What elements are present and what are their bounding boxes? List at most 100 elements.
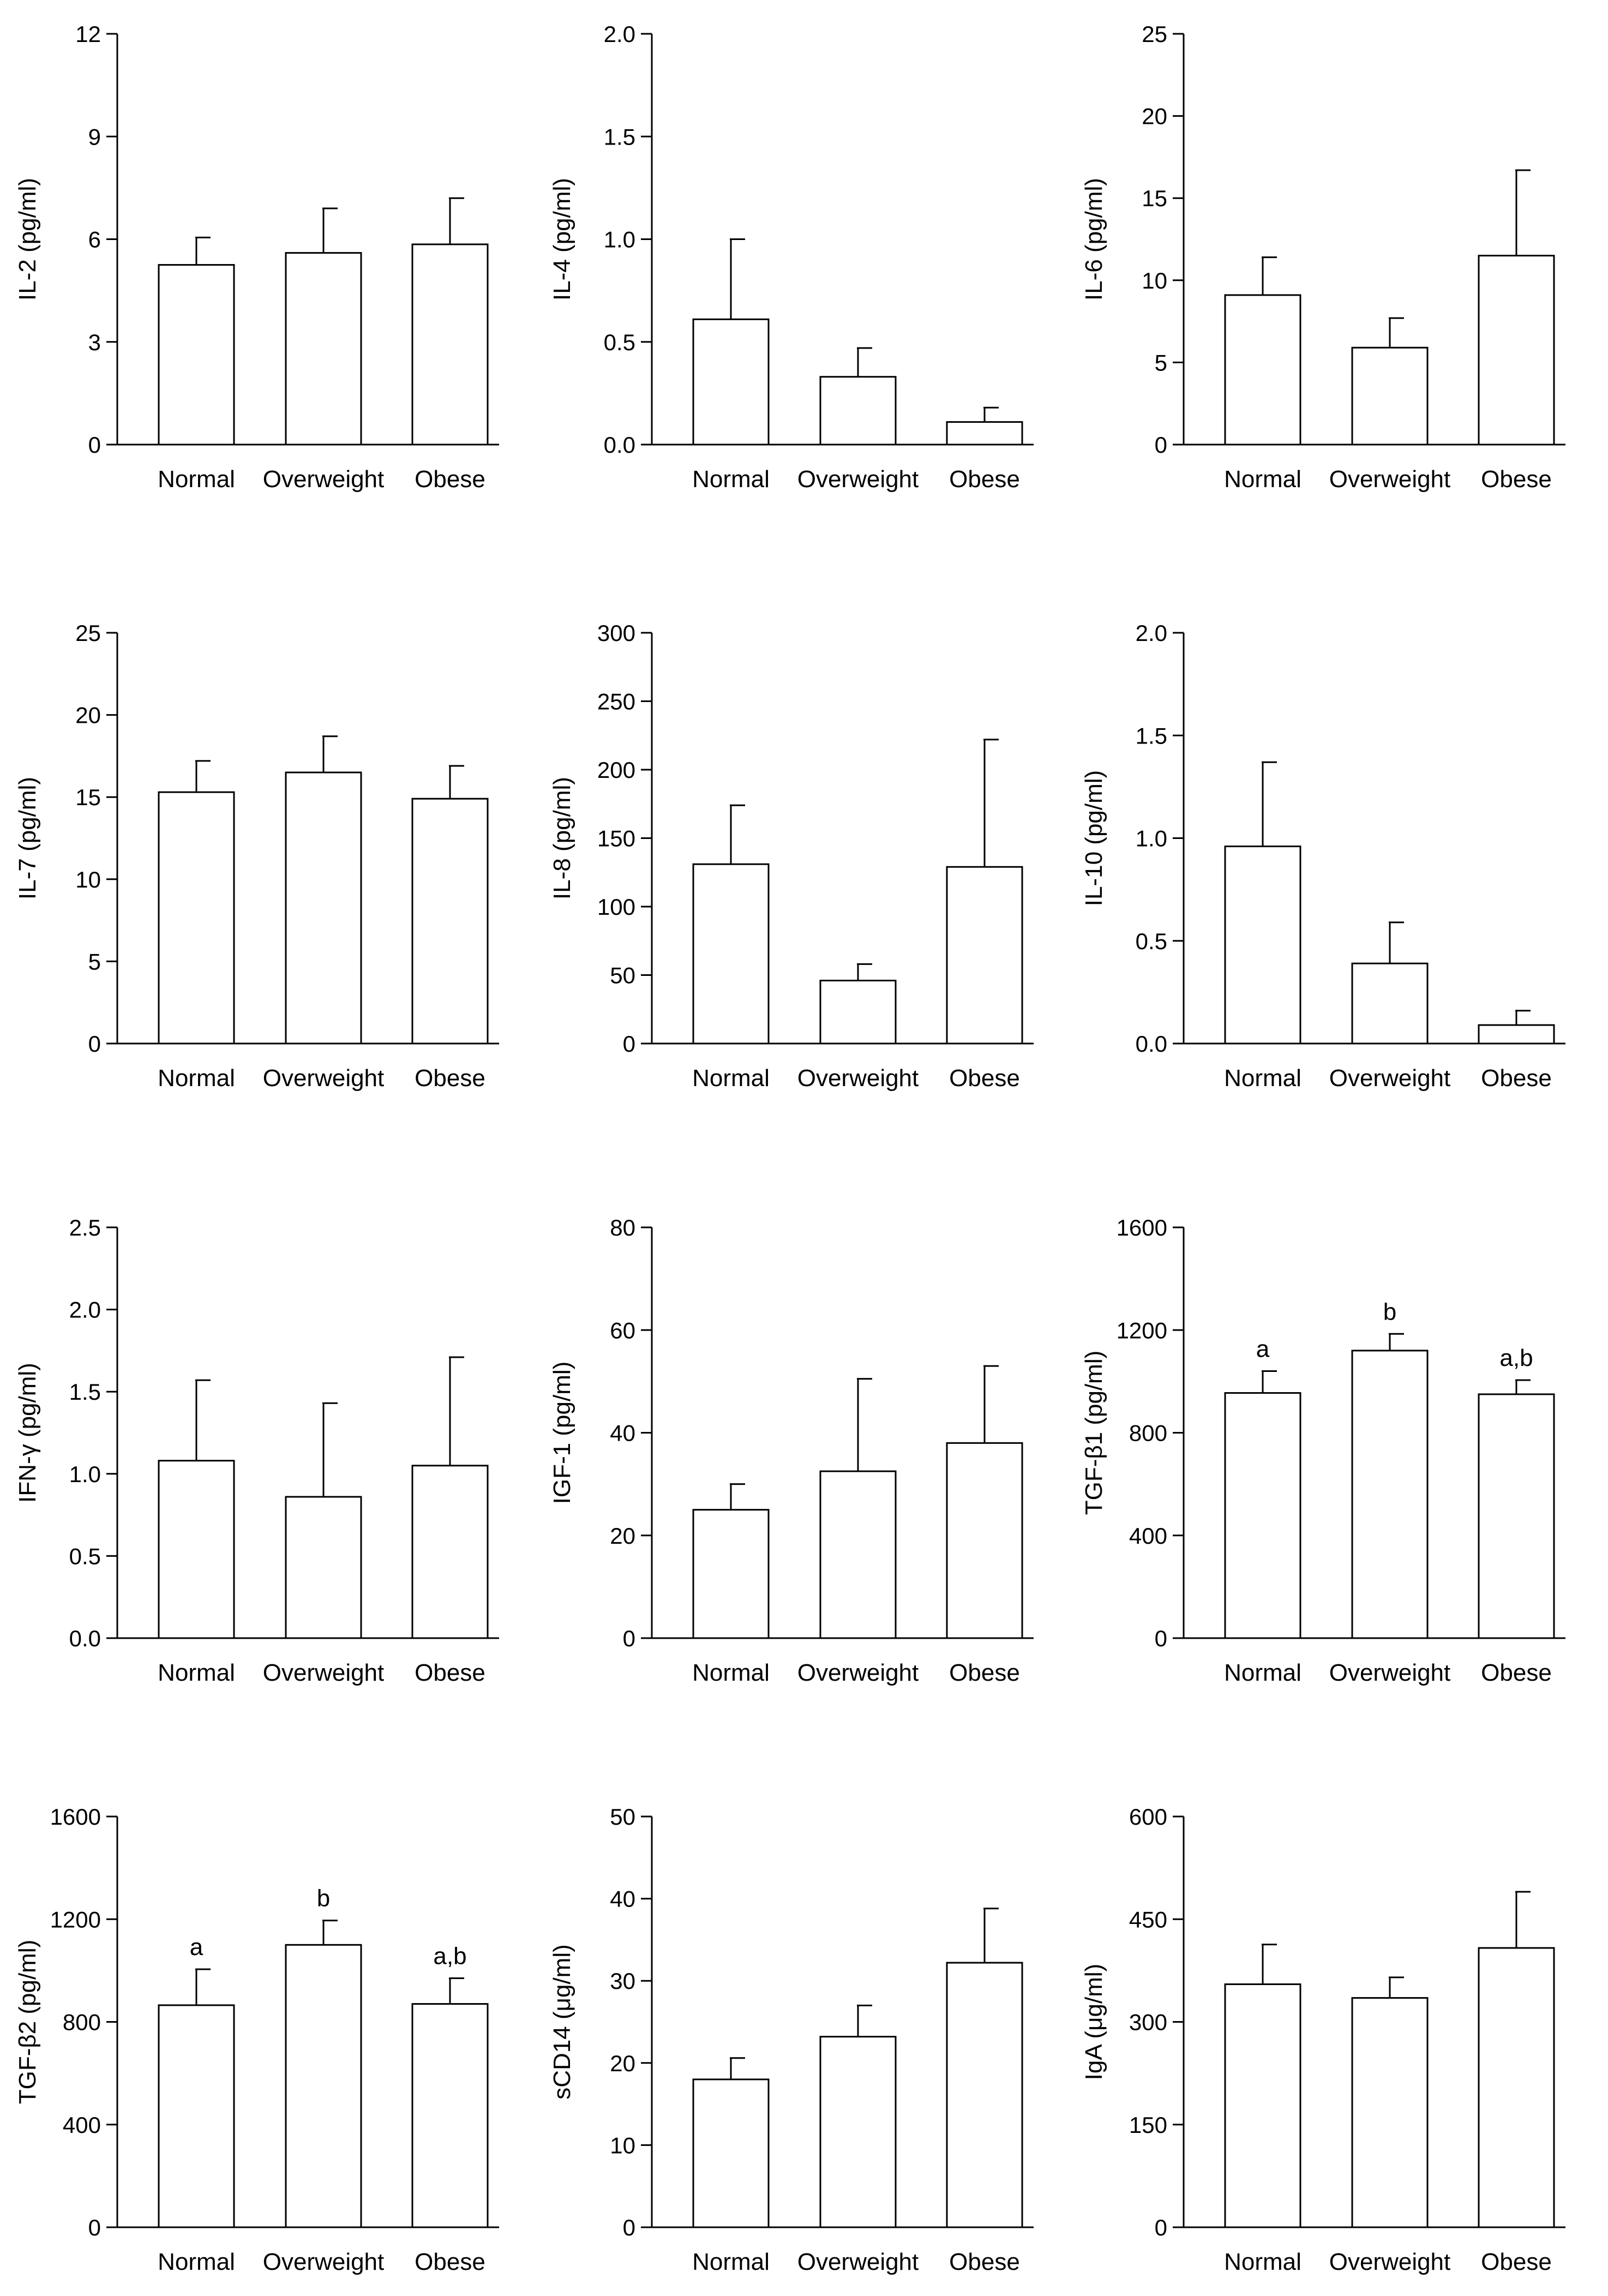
x-tick-label: Overweight	[1329, 2249, 1451, 2275]
y-axis-title: sCD14 (μg/ml)	[549, 1944, 575, 2100]
bar-normal	[158, 1460, 235, 1639]
bar-normal	[158, 264, 235, 446]
y-tick-label: 0	[1155, 432, 1167, 458]
bar-obese	[411, 1465, 489, 1639]
chart-panel-5: 0 50 100 150 200 250 300 IL-8 (pg/ml) Normal Over…	[549, 620, 1034, 1092]
chart-panel-8: 0 20 40 60 80 IGF-1 (pg/ml) Normal Overweight Ob…	[549, 1215, 1034, 1686]
x-tick-label: Obese	[415, 466, 485, 493]
y-tick-label: 40	[610, 1420, 635, 1446]
y-axis-title: IL-10 (pg/ml)	[1081, 770, 1107, 906]
x-tick-label: Normal	[1224, 2249, 1301, 2275]
y-tick-label: 60	[610, 1317, 635, 1343]
y-tick-label: 100	[597, 894, 635, 920]
bar-overweight	[285, 1496, 362, 1639]
y-tick-label: 0.5	[604, 329, 635, 355]
x-tick-label: Normal	[158, 1065, 235, 1092]
y-tick-label: 20	[610, 1523, 635, 1549]
x-tick-label: Overweight	[1329, 1659, 1451, 1686]
bar-normal	[158, 2004, 235, 2228]
bar-overweight	[285, 252, 362, 446]
x-tick-label: Obese	[949, 1065, 1020, 1092]
bar-obese	[946, 421, 1023, 446]
chart-panel-6: 0.0 0.5 1.0 1.5 2.0 IL-10 (pg/ml) Normal Overwe…	[1081, 620, 1565, 1092]
y-tick-label: 1200	[50, 1907, 101, 1932]
bar-normal	[1224, 294, 1301, 446]
y-tick-label: 0	[88, 432, 101, 458]
bar-obese	[1478, 1393, 1555, 1639]
y-tick-label: 1.0	[69, 1461, 101, 1487]
y-axis-title: IGF-1 (pg/ml)	[549, 1362, 575, 1504]
x-tick-label: Normal	[158, 2249, 235, 2275]
y-tick-label: 30	[610, 1968, 635, 1994]
bar-overweight	[819, 2036, 897, 2228]
x-tick-label: Overweight	[797, 466, 919, 493]
x-tick-label: Overweight	[797, 1065, 919, 1092]
significance-label: a,b	[1499, 1345, 1533, 1371]
y-tick-label: 0	[88, 1031, 101, 1057]
y-tick-label: 50	[610, 963, 635, 988]
y-tick-label: 20	[1142, 104, 1167, 129]
x-tick-label: Obese	[949, 1659, 1020, 1686]
y-tick-label: 6	[88, 227, 101, 253]
bar-normal	[692, 863, 770, 1045]
bar-overweight	[285, 1944, 362, 2228]
y-tick-label: 25	[75, 620, 101, 646]
y-tick-label: 200	[597, 757, 635, 783]
y-tick-label: 0	[623, 1626, 635, 1651]
x-tick-label: Overweight	[1329, 1065, 1451, 1092]
y-tick-label: 80	[610, 1215, 635, 1240]
x-tick-label: Overweight	[797, 2249, 919, 2275]
chart-panel-1: 0 3 6 9 12 IL-2 (pg/ml) Normal Overweight Obese	[14, 21, 499, 493]
chart-panel-7: 0.0 0.5 1.0 1.5 2.0 2.5 IFN-γ (pg/ml) Normal Ove…	[14, 1215, 499, 1686]
x-tick-label: Overweight	[263, 466, 385, 493]
bar-overweight	[819, 376, 897, 446]
y-tick-label: 25	[1142, 21, 1167, 47]
y-tick-label: 400	[63, 2112, 101, 2138]
y-tick-label: 450	[1129, 1907, 1167, 1932]
y-tick-label: 0.5	[1136, 928, 1167, 954]
x-tick-label: Normal	[1224, 1659, 1301, 1686]
y-tick-label: 600	[1129, 1804, 1167, 1830]
chart-panel-3: 0 5 10 15 20 25 IL-6 (pg/ml) Normal Overweight Ob…	[1081, 21, 1565, 493]
bar-normal	[692, 318, 770, 446]
bar-overweight	[1351, 1997, 1429, 2228]
x-tick-label: Obese	[415, 2249, 485, 2275]
y-axis-title: IFN-γ (pg/ml)	[14, 1363, 41, 1503]
y-tick-label: 800	[1129, 1420, 1167, 1446]
bar-overweight	[1351, 346, 1429, 446]
y-tick-label: 2.5	[69, 1215, 101, 1240]
y-tick-label: 9	[88, 124, 101, 149]
bar-overweight	[819, 1470, 897, 1639]
y-axis-title: IL-2 (pg/ml)	[14, 178, 41, 301]
y-tick-label: 0.0	[69, 1626, 101, 1651]
y-tick-label: 300	[597, 620, 635, 646]
y-axis-title: IL-4 (pg/ml)	[549, 178, 575, 301]
y-tick-label: 5	[1155, 350, 1167, 375]
y-tick-label: 12	[75, 21, 101, 47]
y-tick-label: 1600	[1117, 1215, 1167, 1240]
y-tick-label: 0.0	[604, 432, 635, 458]
chart-panel-9: 0 400 800 1200 1600 TGF-β1 (pg/ml) Normal a Over…	[1081, 1215, 1565, 1686]
bar-overweight	[1351, 962, 1429, 1045]
x-tick-label: Overweight	[263, 1659, 385, 1686]
y-axis-title: IgA (μg/ml)	[1081, 1964, 1107, 2081]
y-tick-label: 1.0	[604, 227, 635, 253]
bar-obese	[1478, 1947, 1555, 2228]
x-tick-label: Normal	[158, 1659, 235, 1686]
y-tick-label: 800	[63, 2010, 101, 2035]
y-tick-label: 150	[1129, 2112, 1167, 2138]
x-tick-label: Normal	[692, 2249, 770, 2275]
x-tick-label: Overweight	[797, 1659, 919, 1686]
chart-panel-12: 0 150 300 450 600 IgA (μg/ml) Normal Overweight…	[1081, 1804, 1565, 2275]
bar-obese	[411, 798, 489, 1045]
significance-label: b	[1383, 1298, 1396, 1325]
y-tick-label: 0.5	[69, 1543, 101, 1569]
x-tick-label: Obese	[1481, 1065, 1552, 1092]
bar-obese	[411, 2003, 489, 2228]
bar-normal	[1224, 1392, 1301, 1639]
y-tick-label: 300	[1129, 2010, 1167, 2035]
y-tick-label: 2.0	[1136, 620, 1167, 646]
x-tick-label: Obese	[415, 1659, 485, 1686]
y-tick-label: 1.0	[1136, 826, 1167, 852]
